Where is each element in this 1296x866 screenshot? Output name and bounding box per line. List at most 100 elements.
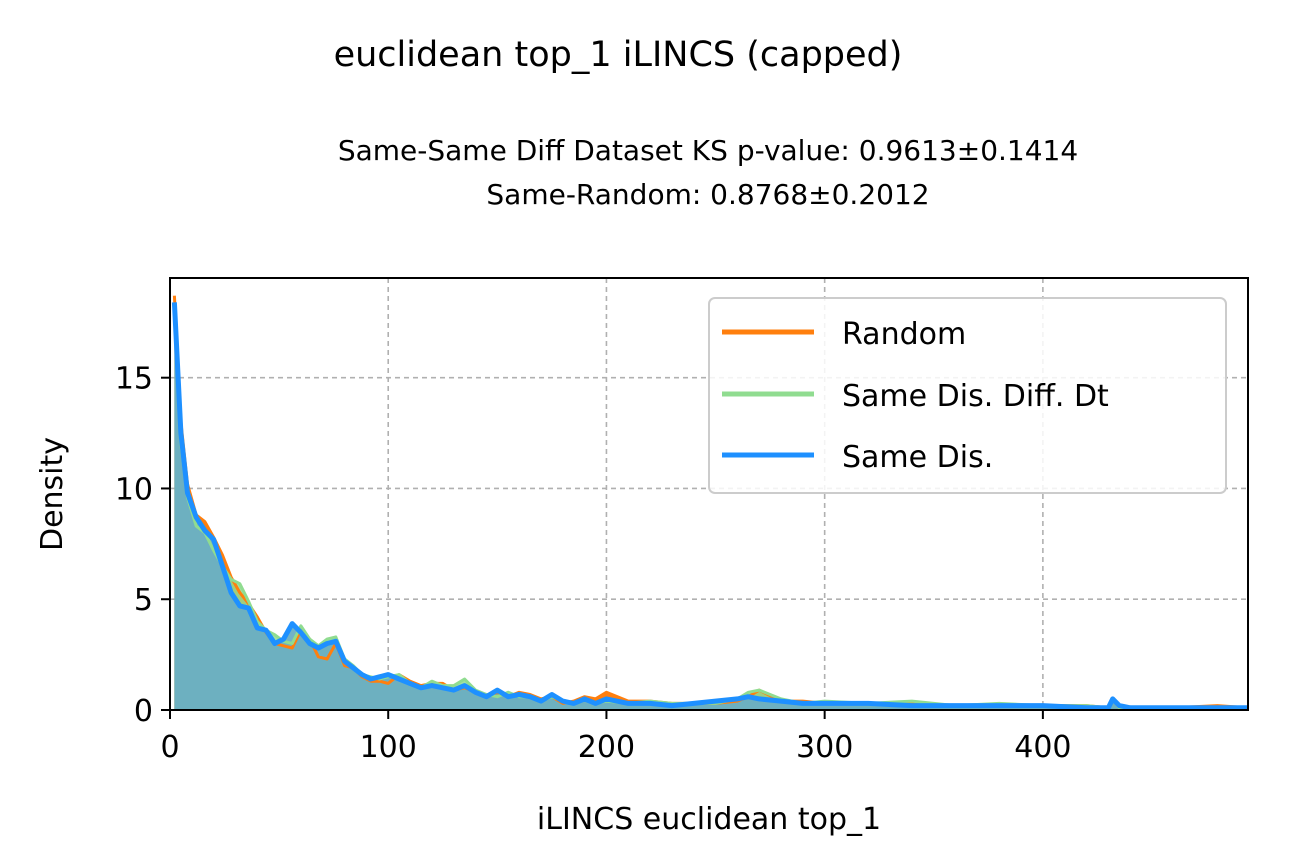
data-point-same	[1118, 705, 1120, 707]
data-point-same	[204, 530, 206, 532]
data-point-same	[824, 702, 826, 704]
data-point-same	[1129, 707, 1131, 709]
y-axis-label: Density	[35, 437, 70, 551]
data-point-same	[715, 700, 717, 702]
data-point-same	[671, 705, 673, 707]
data-point-same-diff	[747, 691, 749, 693]
x-tick-label-2: 200	[578, 730, 635, 765]
data-point-same	[551, 694, 553, 696]
x-axis-label: iLINCS euclidean top_1	[537, 802, 881, 837]
data-point-random	[239, 592, 241, 594]
data-point-same-diff	[464, 678, 466, 680]
data-point-same	[213, 538, 215, 540]
data-point-same	[335, 640, 337, 642]
data-point-random	[387, 682, 389, 684]
data-point-same-diff	[335, 636, 337, 638]
x-tick-label-3: 300	[796, 730, 853, 765]
data-point-same-diff	[453, 685, 455, 687]
data-point-same	[1112, 698, 1114, 700]
data-point-same	[370, 678, 372, 680]
data-point-same	[1086, 707, 1088, 709]
data-point-same	[317, 647, 319, 649]
data-point-same-diff	[239, 583, 241, 585]
legend-box	[708, 297, 1227, 494]
chart-title: euclidean top_1 iLINCS (capped)	[334, 35, 903, 75]
data-point-same	[187, 492, 189, 494]
data-point-same-diff	[507, 691, 509, 693]
data-point-same	[1216, 707, 1218, 709]
data-point-same	[867, 702, 869, 704]
data-point-same	[605, 698, 607, 700]
data-point-random	[344, 665, 346, 667]
data-point-same	[379, 676, 381, 678]
plot-area: 0 100 200 300 400 0 5 10 15	[115, 277, 1249, 765]
data-point-same	[387, 674, 389, 676]
data-point-random	[221, 554, 223, 556]
data-point-same-diff	[248, 600, 250, 602]
data-point-same	[195, 516, 197, 518]
y-tick-label-3: 15	[115, 362, 153, 397]
data-point-same	[955, 705, 957, 707]
data-point-same	[453, 689, 455, 691]
data-point-same-diff	[758, 689, 760, 691]
data-point-same	[265, 629, 267, 631]
chart-subtitle-line-2: Same-Random: 0.8768±0.2012	[486, 178, 929, 211]
data-point-same	[584, 698, 586, 700]
data-point-same	[758, 698, 760, 700]
data-point-random	[605, 691, 607, 693]
data-point-same	[300, 632, 302, 634]
series-fills	[174, 295, 1248, 710]
data-point-same	[361, 674, 363, 676]
data-point-same	[283, 638, 285, 640]
data-point-random	[317, 656, 319, 658]
y-tick-label-0: 0	[134, 694, 153, 729]
data-point-random	[173, 295, 175, 297]
x-tick-label-0: 0	[160, 730, 179, 765]
data-point-same	[911, 705, 913, 707]
data-point-same	[1107, 707, 1109, 709]
data-point-same	[649, 702, 651, 704]
data-point-random	[595, 698, 597, 700]
data-point-same	[518, 694, 520, 696]
data-point-same	[496, 689, 498, 691]
x-tick-label-4: 400	[1014, 730, 1071, 765]
data-point-same	[485, 696, 487, 698]
data-point-same	[248, 607, 250, 609]
legend-label-same: Same Dis.	[842, 440, 993, 475]
data-point-same	[420, 687, 422, 689]
data-point-same	[230, 592, 232, 594]
data-point-same	[998, 705, 1000, 707]
data-point-same	[540, 700, 542, 702]
data-point-same-diff	[230, 578, 232, 580]
data-point-same-diff	[274, 634, 276, 636]
data-point-same-diff	[300, 625, 302, 627]
data-point-random	[204, 521, 206, 523]
data-point-same	[173, 301, 175, 303]
data-point-same	[409, 682, 411, 684]
y-tick-label-1: 5	[134, 583, 153, 618]
data-point-same-diff	[911, 700, 913, 702]
data-point-same	[274, 643, 276, 645]
chart-subtitle-line-1: Same-Same Diff Dataset KS p-value: 0.961…	[338, 134, 1078, 167]
data-point-same	[1042, 705, 1044, 707]
data-point-same	[309, 643, 311, 645]
data-point-same	[1173, 707, 1175, 709]
data-point-same	[780, 700, 782, 702]
data-point-same	[239, 605, 241, 607]
data-point-same	[475, 691, 477, 693]
data-point-random	[283, 645, 285, 647]
data-point-same	[352, 667, 354, 669]
data-point-same	[529, 696, 531, 698]
y-tick-label-2: 10	[115, 472, 153, 507]
data-point-same-diff	[431, 680, 433, 682]
legend-label-same-diff: Same Dis. Diff. Dt	[842, 379, 1109, 414]
data-point-same	[180, 432, 182, 434]
legend-label-random: Random	[842, 317, 966, 352]
data-point-same	[507, 696, 509, 698]
data-point-same	[344, 660, 346, 662]
data-point-random	[326, 658, 328, 660]
data-point-same	[573, 702, 575, 704]
data-point-same	[562, 700, 564, 702]
data-point-same	[747, 696, 749, 698]
